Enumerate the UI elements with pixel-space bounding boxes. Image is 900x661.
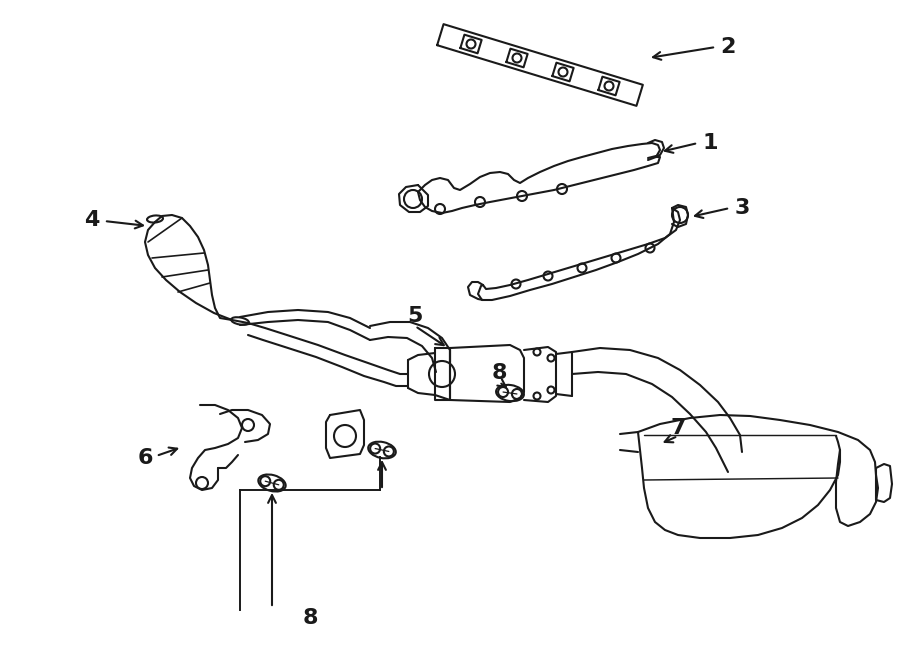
Text: 3: 3 xyxy=(734,198,750,218)
Text: 4: 4 xyxy=(85,210,100,230)
Text: 6: 6 xyxy=(137,448,153,468)
Text: 5: 5 xyxy=(408,306,423,326)
Text: 7: 7 xyxy=(670,418,686,438)
Text: 1: 1 xyxy=(702,133,718,153)
Text: 8: 8 xyxy=(302,608,318,628)
Text: 8: 8 xyxy=(491,363,507,383)
Text: 2: 2 xyxy=(720,37,735,57)
